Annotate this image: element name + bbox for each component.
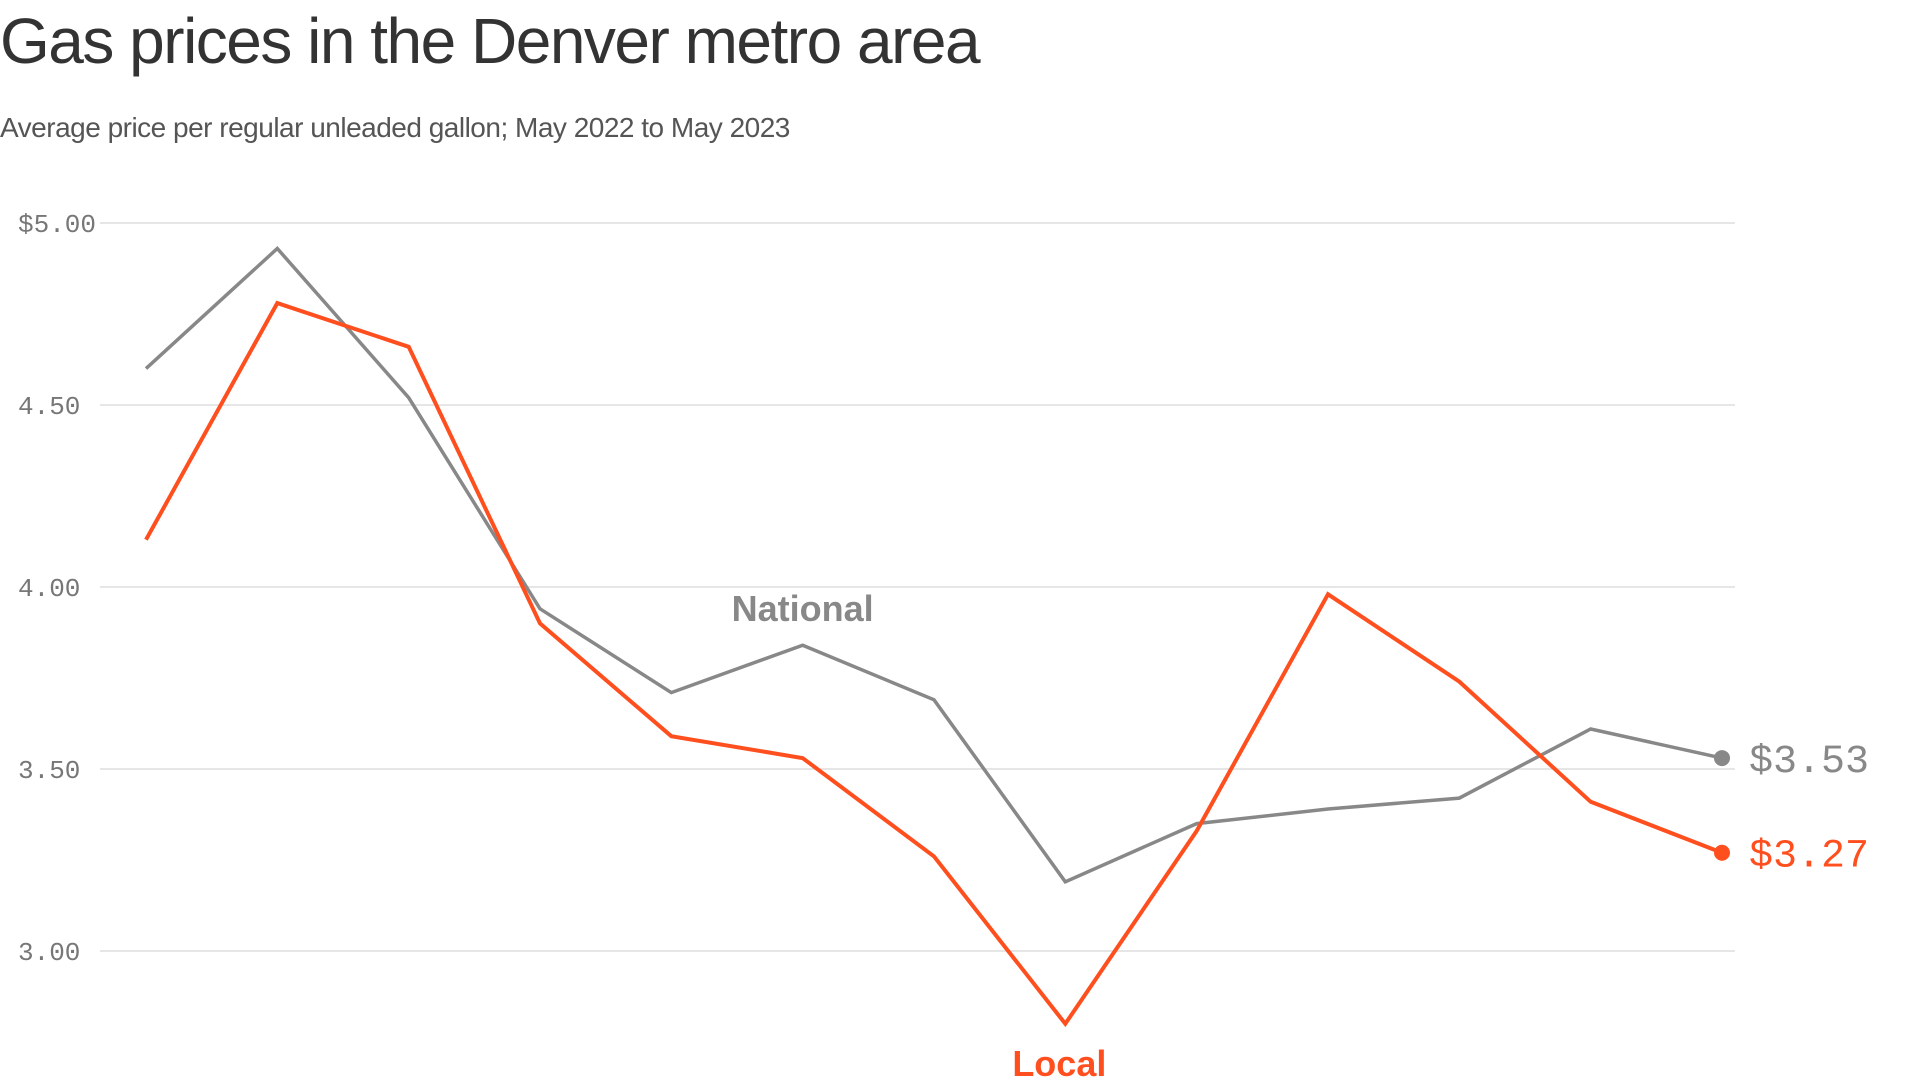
national-end-value-label: $3.53 <box>1749 740 1869 785</box>
chart-title: Gas prices in the Denver metro area <box>0 5 981 77</box>
national-series-label: National <box>732 588 874 629</box>
local-end-marker <box>1714 844 1730 861</box>
gridlines <box>100 222 1735 952</box>
labels: $3.53 $3.27 National Local <box>732 588 1869 1080</box>
y-axis-ticks: $5.00 4.50 4.00 3.50 3.00 <box>18 210 96 968</box>
y-tick-label: 4.00 <box>18 574 80 604</box>
local-series-label: Local <box>1012 1043 1106 1080</box>
local-end-value-label: $3.27 <box>1749 835 1869 880</box>
y-tick-label: $5.00 <box>18 210 96 240</box>
y-tick-label: 4.50 <box>18 392 80 422</box>
national-end-marker <box>1714 750 1730 767</box>
national-series-line <box>144 246 1723 884</box>
chart-subtitle: Average price per regular unleaded gallo… <box>0 112 790 143</box>
series-lines <box>144 246 1723 1028</box>
local-series-line <box>144 300 1723 1028</box>
y-tick-label: 3.00 <box>18 938 80 968</box>
end-markers <box>1714 750 1730 861</box>
y-tick-label: 3.50 <box>18 756 80 786</box>
